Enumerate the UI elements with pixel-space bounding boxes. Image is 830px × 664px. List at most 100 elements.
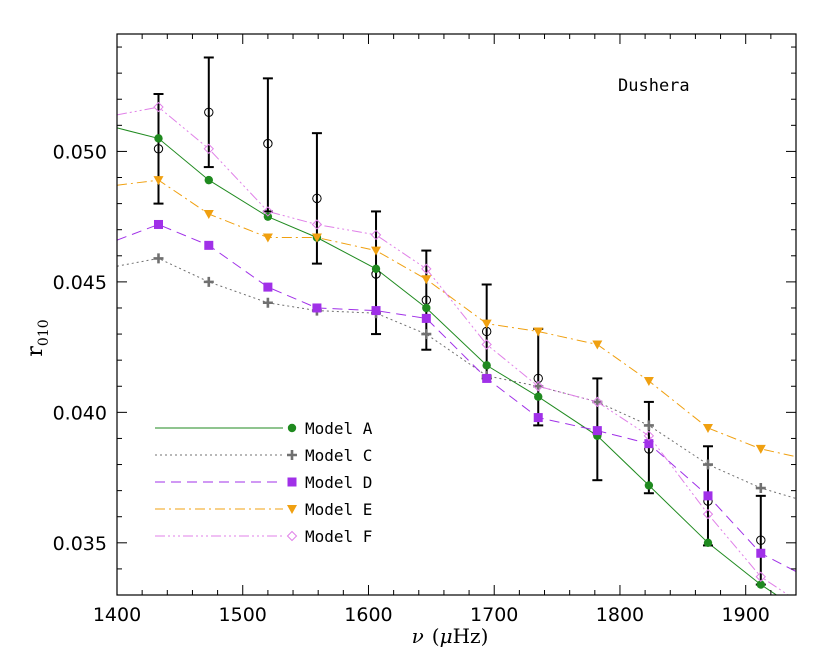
legend-marker-model-f (286, 530, 298, 542)
marker-model-a (371, 264, 381, 274)
marker-model-e (481, 319, 492, 329)
marker-model-a (422, 303, 431, 313)
marker-model-d (153, 219, 163, 229)
marker-model-c (153, 253, 164, 264)
marker-model-d (592, 426, 602, 436)
marker-model-f (311, 219, 323, 230)
series-lines (117, 106, 796, 595)
marker-model-d (421, 313, 431, 323)
legend-label-model-e: Model E (305, 500, 372, 519)
x-tick-label: 1700 (470, 604, 518, 626)
series-line-model-d (117, 223, 796, 572)
y-tick-label: 0.050 (53, 141, 107, 163)
x-tick-label: 1900 (722, 604, 770, 626)
observed-point (263, 138, 273, 149)
axes: 1400 1500 1600 1700 1800 1900 0.035 0.040 0.045 0… (53, 33, 797, 626)
x-tick-label: 1500 (219, 604, 267, 626)
marker-model-e (203, 210, 214, 220)
marker-model-d (533, 413, 543, 423)
series-markers (153, 101, 767, 589)
legend-marker-model-a (287, 423, 297, 433)
x-axis-label-unit: Hz (453, 624, 481, 648)
marker-model-f (592, 396, 603, 408)
marker-model-c (592, 396, 603, 407)
marker-model-d (644, 439, 654, 449)
marker-model-e (311, 233, 322, 243)
x-tick-label: 1400 (93, 604, 141, 626)
y-axis-label-sub: 010 (36, 319, 52, 346)
y-axis-label-main: r (23, 346, 48, 357)
legend-marker-model-c (287, 450, 297, 460)
observed-point (204, 107, 214, 117)
marker-model-f (203, 143, 214, 155)
observed-point (312, 193, 322, 204)
legend-label-model-f: Model F (305, 527, 372, 546)
x-tick-label: 1600 (344, 604, 392, 626)
y-axis-label: r010 (23, 319, 52, 356)
x-axis-label-paren-open: ( (432, 624, 440, 648)
marker-model-d (482, 373, 492, 383)
marker-model-c (203, 276, 214, 287)
marker-model-e (533, 327, 544, 337)
marker-model-f (481, 339, 492, 350)
marker-model-e (421, 275, 432, 285)
legend-label-model-a: Model A (305, 419, 373, 438)
marker-model-c (702, 459, 713, 470)
marker-model-f (421, 263, 432, 275)
x-axis-label: ν (μHz) (412, 624, 489, 648)
marker-model-c (421, 329, 432, 340)
x-axis-label-symbol: ν (412, 624, 424, 648)
marker-model-e (262, 233, 273, 243)
marker-model-e (592, 340, 603, 350)
marker-model-d (756, 548, 766, 558)
marker-model-e (702, 424, 713, 434)
marker-model-a (534, 392, 543, 401)
marker-model-a (482, 361, 491, 370)
marker-model-d (312, 303, 322, 313)
plot-frame (116, 33, 797, 596)
legend-label-model-c: Model C (305, 446, 372, 465)
marker-model-f (702, 508, 714, 520)
series-line-model-c (117, 257, 796, 499)
marker-model-c (262, 297, 273, 308)
marker-model-f (262, 206, 274, 217)
marker-model-e (153, 176, 164, 186)
marker-model-d (204, 240, 214, 250)
y-tick-label: 0.045 (53, 272, 107, 294)
marker-model-e (643, 377, 654, 387)
x-axis-label-mu: μ (440, 624, 453, 648)
marker-model-a (756, 580, 765, 589)
series-line-model-e (117, 179, 796, 458)
observed-point (756, 535, 766, 545)
marker-model-e (371, 246, 382, 256)
x-tick-label: 1800 (596, 604, 644, 626)
marker-model-f (755, 571, 767, 582)
y-tick-label: 0.040 (53, 402, 107, 424)
marker-model-a (154, 134, 163, 143)
series-line-model-a (117, 127, 778, 595)
marker-model-e (755, 444, 766, 454)
marker-model-f (533, 381, 544, 392)
marker-model-a (263, 212, 273, 221)
marker-model-a (703, 538, 713, 548)
observed-point (153, 144, 164, 154)
marker-model-a (644, 481, 654, 490)
y-tick-label: 0.035 (53, 533, 107, 555)
x-axis-label-paren-close: ) (481, 624, 489, 648)
marker-model-d (371, 306, 381, 316)
marker-model-c (643, 420, 654, 431)
marker-model-c (755, 483, 766, 494)
marker-model-f (643, 430, 655, 442)
legend-marker-model-e (287, 505, 297, 514)
marker-model-d (703, 491, 713, 501)
marker-model-f (370, 229, 382, 241)
legend-label-model-d: Model D (305, 473, 372, 492)
marker-model-d (263, 282, 273, 292)
marker-model-a (204, 175, 213, 185)
annotation-text: Dushera (618, 76, 690, 96)
legend-marker-model-d (287, 477, 297, 487)
marker-model-c (533, 381, 544, 392)
legend: Model A Model C Model D Model E Model F (155, 419, 373, 546)
